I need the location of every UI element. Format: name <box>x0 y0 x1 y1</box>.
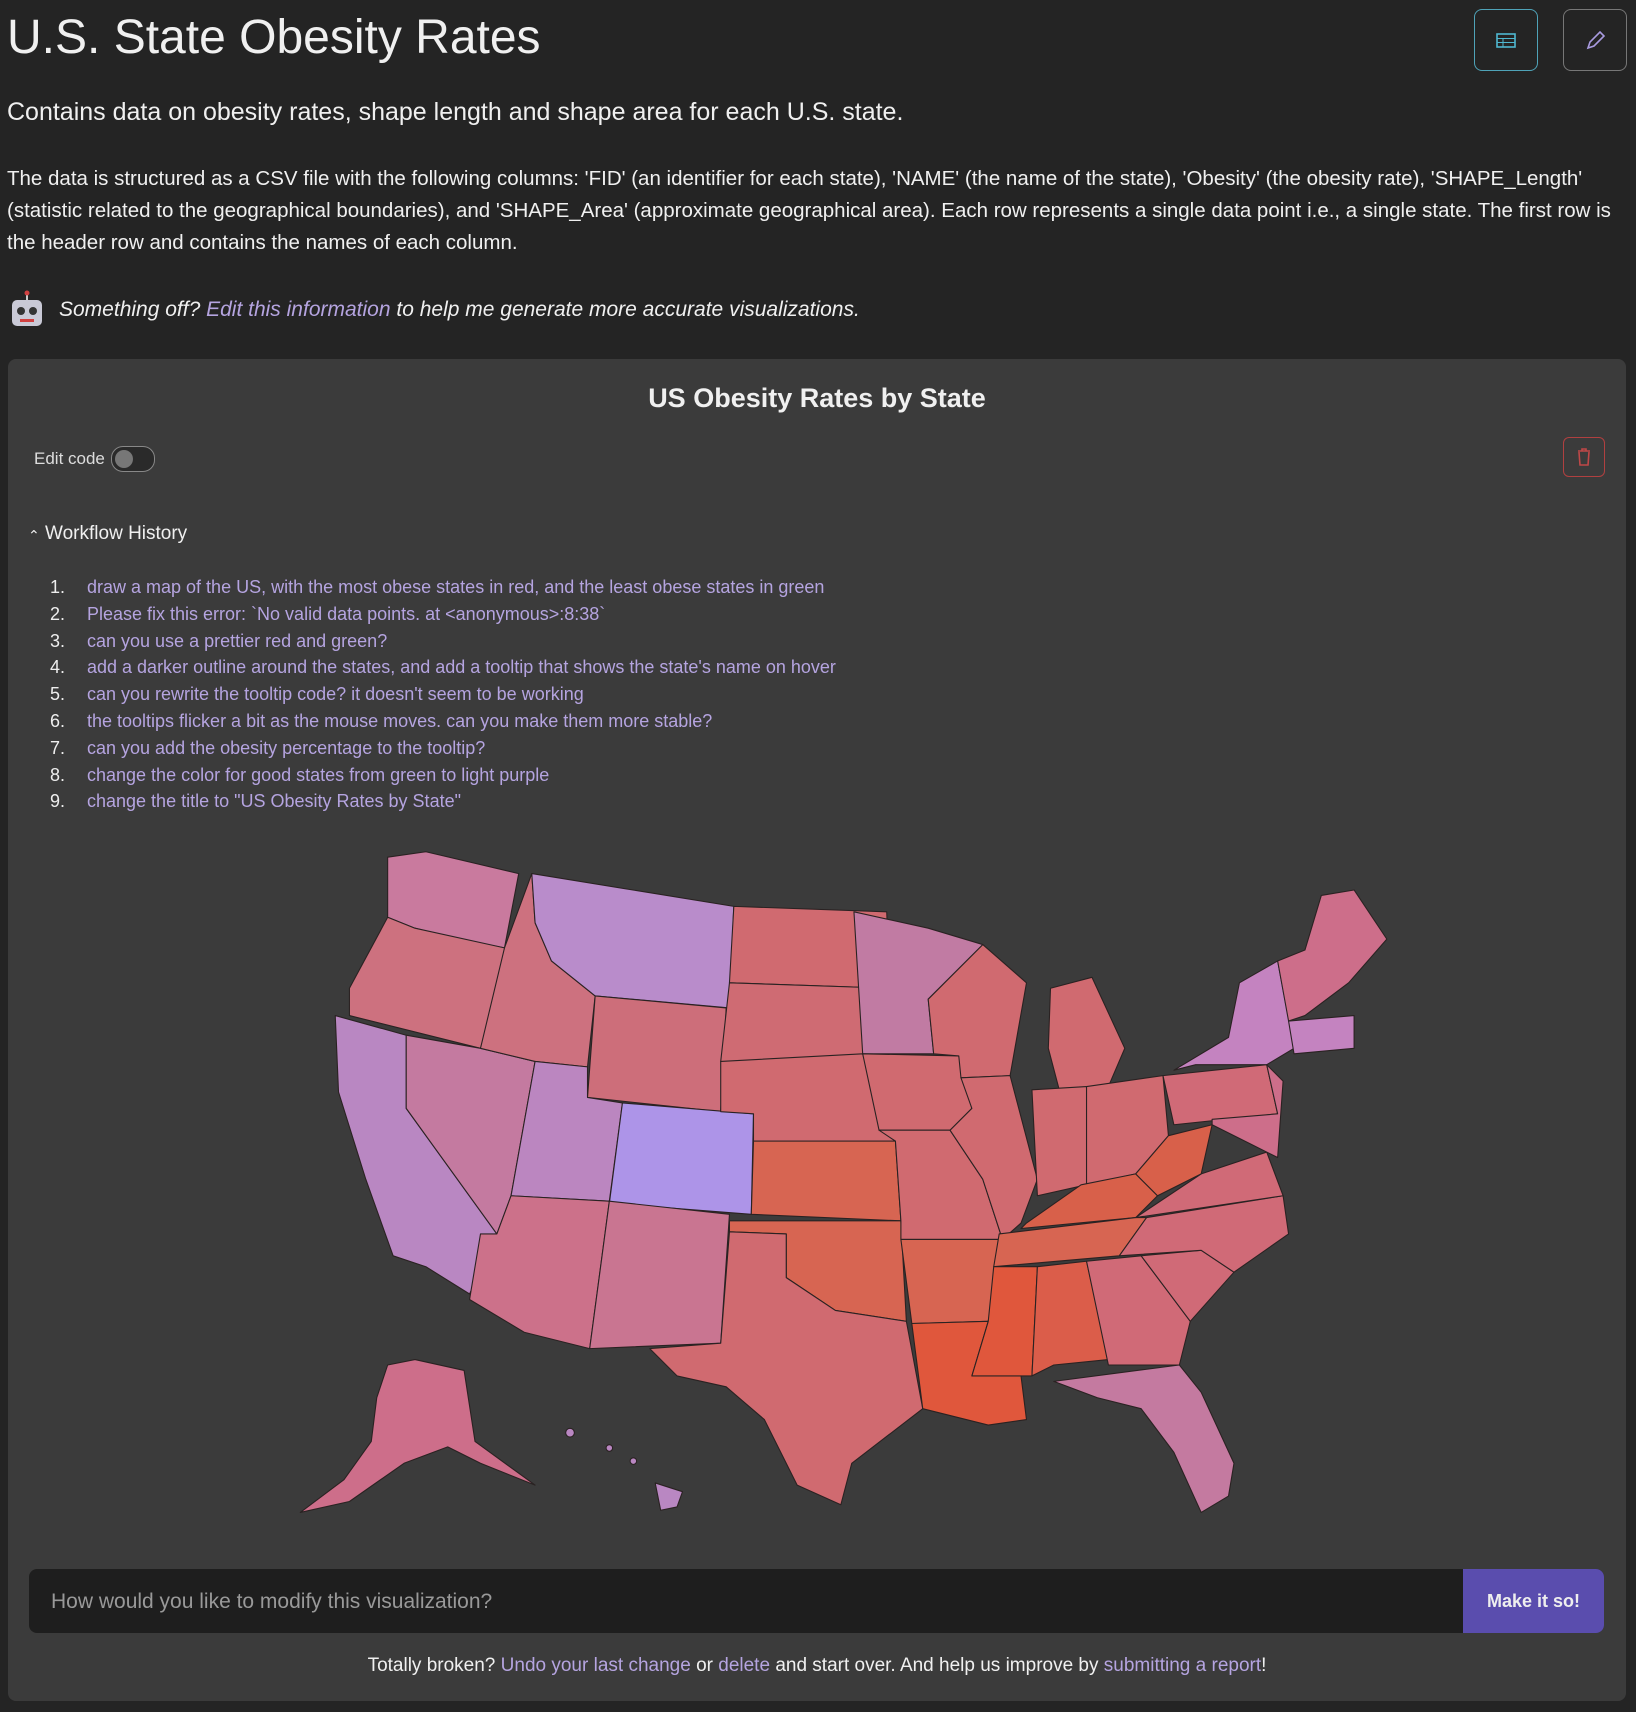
note-lead: Something off? <box>59 298 201 321</box>
edit-code[interactable]: Edit code <box>34 446 155 472</box>
item-number: 5. <box>50 684 66 705</box>
item-number: 9. <box>50 791 66 812</box>
chevron: ⌄ <box>28 527 40 543</box>
workflow-item: 6. the tooltips flicker a bit as the mous… <box>50 711 836 738</box>
delete-link[interactable]: delete <box>718 1655 771 1676</box>
workflow-item: 5. can you rewrite the tooltip code? it d… <box>50 684 836 711</box>
item-text: change the title to "US Obesity Rates by… <box>87 791 461 812</box>
workflow-item: 8. change the color for good states from … <box>50 765 836 792</box>
workflow-toggle[interactable]: ⌄ Workflow History <box>28 523 187 545</box>
table-icon <box>1496 33 1516 48</box>
modify-input[interactable]: How would you like to modify this visual… <box>29 1569 1604 1633</box>
trash-icon <box>1578 448 1590 466</box>
footer-text: and start over. And help us improve by <box>775 1655 1099 1676</box>
footer-text: Totally broken? <box>367 1655 496 1676</box>
panel-title: US Obesity Rates by State <box>648 383 986 413</box>
workflow-list: 1. draw a map of the US, with the most ob… <box>50 577 836 818</box>
pencil-icon <box>1586 30 1606 50</box>
us-map <box>299 851 1388 1513</box>
workflow-item: 7. can you add the obesity percentage to … <box>50 738 836 765</box>
report-link[interactable]: submitting a report <box>1103 1655 1262 1676</box>
description: The data is structured as a CSV file wit… <box>7 167 1611 254</box>
footer-text: or <box>696 1655 713 1676</box>
workflow-item: 4. add a darker outline around the states… <box>50 657 836 684</box>
item-text: can you rewrite the tooltip code? it doe… <box>87 684 584 705</box>
workflow-title: Workflow History <box>45 523 188 544</box>
note-link[interactable]: Edit this information <box>206 298 391 321</box>
undo-link[interactable]: Undo your last change <box>500 1655 691 1676</box>
item-text: Please fix this error: `No valid data po… <box>87 603 606 624</box>
item-number: 3. <box>50 630 66 651</box>
submit-button[interactable]: Make it so! <box>1463 1569 1604 1633</box>
note-rest: to help me generate more accurate visual… <box>396 298 860 321</box>
item-number: 6. <box>50 710 66 731</box>
item-number: 8. <box>50 764 66 785</box>
item-text: draw a map of the US, with the most obes… <box>87 577 825 597</box>
workflow-item: 2. Please fix this error: `No valid data … <box>50 604 836 631</box>
workflow-item: 9. change the title to "US Obesity Rates … <box>50 791 836 818</box>
item-number: 2. <box>50 603 66 624</box>
note: Something off? Edit this information to … <box>7 290 860 330</box>
item-text: the tooltips flicker a bit as the mouse … <box>87 710 713 731</box>
item-text: add a darker outline around the states, … <box>87 657 836 678</box>
item-number: 7. <box>50 737 66 758</box>
item-text: can you add the obesity percentage to th… <box>87 737 486 758</box>
item-text: can you use a prettier red and green? <box>87 630 388 651</box>
viz-panel: US Obesity Rates by State Edit code ⌄ Wo… <box>8 359 1626 1701</box>
footer-text: ! <box>1261 1655 1267 1676</box>
subtitle: Contains data on obesity rates, shape le… <box>7 98 904 126</box>
item-text: change the color for good states from gr… <box>87 764 550 785</box>
workflow-item: 3. can you use a prettier red and green? <box>50 631 836 658</box>
item-number: 4. <box>50 657 66 678</box>
toggle[interactable] <box>110 446 155 472</box>
item-number: 1. <box>50 577 66 597</box>
edit-button[interactable] <box>1563 9 1627 71</box>
footer: Totally broken? Undo your last change or… <box>8 1655 1626 1677</box>
workflow-item: 1. draw a map of the US, with the most ob… <box>50 577 836 604</box>
edit-code-label: Edit code <box>34 449 105 468</box>
delete-button[interactable] <box>1563 437 1605 477</box>
robot-icon <box>12 290 42 326</box>
input-placeholder: How would you like to modify this visual… <box>51 1590 493 1613</box>
table-button[interactable] <box>1474 9 1538 71</box>
page-title: U.S. State Obesity Rates <box>7 11 541 64</box>
